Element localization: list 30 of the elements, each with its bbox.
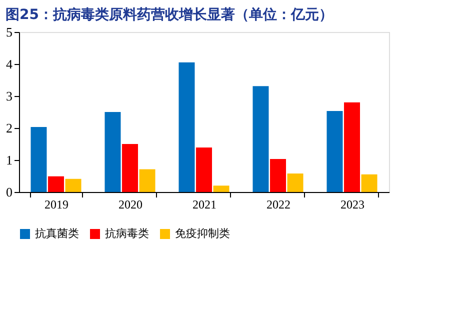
y-tick-label: 3: [6, 88, 12, 104]
bar: [104, 112, 121, 192]
y-tick-label: 0: [6, 184, 12, 200]
bar: [270, 159, 286, 192]
x-tick-label: 2019: [44, 198, 68, 212]
bar: [213, 186, 230, 192]
x-tick-label: 2023: [340, 198, 364, 212]
bar: [30, 127, 47, 192]
bar: [178, 62, 195, 192]
legend-label: 抗病毒类: [105, 227, 149, 240]
y-tick-label: 2: [6, 120, 12, 136]
y-tick-label: 5: [6, 24, 12, 40]
bar: [196, 148, 212, 192]
chart-title: 图25：抗病毒类原料药营收增长显著（单位：亿元）: [6, 6, 333, 23]
bar: [252, 86, 269, 192]
x-tick-label: 2020: [118, 198, 142, 212]
legend-label: 免疫抑制类: [175, 227, 230, 240]
bar: [326, 111, 343, 192]
bar: [361, 174, 378, 192]
legend-label: 抗真菌类: [35, 227, 79, 240]
bar: [139, 169, 156, 192]
bar: [48, 176, 64, 192]
bar: [122, 144, 138, 192]
x-tick-label: 2022: [266, 198, 290, 212]
y-tick-label: 1: [6, 152, 12, 168]
bar: [344, 102, 360, 192]
y-tick-label: 4: [6, 56, 13, 72]
bar: [65, 178, 82, 192]
bar: [287, 173, 304, 192]
x-tick-label: 2021: [192, 198, 216, 212]
